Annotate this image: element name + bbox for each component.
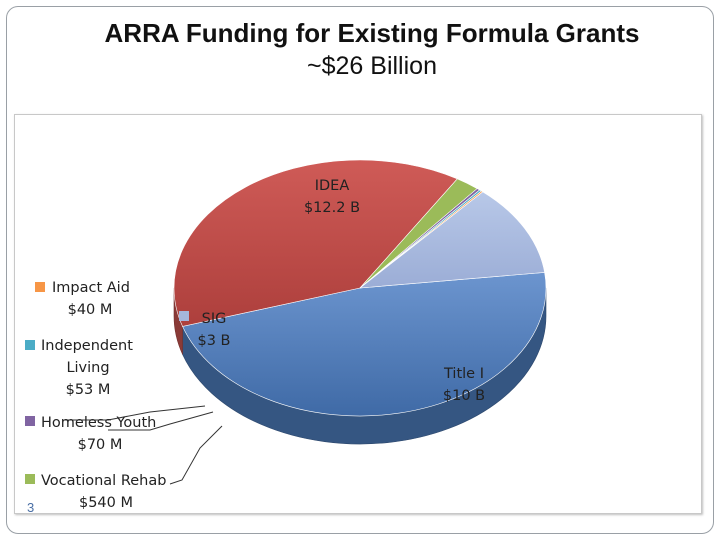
page-number: 3 (27, 500, 35, 515)
slice-sig (359, 191, 545, 289)
label-homeless-youth-value: $70 M (78, 437, 123, 453)
label-independent-living-2: Living (66, 360, 109, 376)
legend-swatch-homeless-youth (25, 416, 35, 426)
label-homeless-youth-name: Homeless Youth (41, 415, 156, 431)
label-sig-value: $3 B (197, 333, 230, 349)
pie-tops (173, 159, 547, 417)
leader-independent-living (108, 411, 214, 431)
label-title1-value: $10 B (443, 388, 485, 404)
label-independent-living-1: Independent (41, 338, 133, 354)
slide-subtitle: ~$26 Billion (307, 52, 437, 80)
label-vocational-rehab-value: $540 M (79, 495, 133, 511)
label-idea-value: $12.2 B (304, 200, 360, 216)
label-idea-name: IDEA (315, 178, 350, 194)
slide-title: ARRA Funding for Existing Formula Grants (104, 18, 640, 48)
slice-title-i (173, 159, 458, 327)
leader-homeless-youth (64, 405, 206, 421)
legend-swatch-vocational-rehab (25, 474, 35, 484)
label-sig-name: SIG (202, 311, 227, 327)
legend-swatch-sig (179, 311, 189, 321)
legend-swatch-independent-living (25, 340, 35, 350)
label-vocational-rehab-name: Vocational Rehab (41, 473, 166, 489)
legend-swatch-impact-aid (35, 282, 45, 292)
label-impact-aid-name: Impact Aid (52, 280, 130, 296)
label-title1-name: Title I (443, 366, 484, 382)
leader-vocational-rehab (169, 425, 223, 485)
slice-idea (182, 272, 547, 417)
label-independent-living-value: $53 M (66, 382, 111, 398)
label-impact-aid-value: $40 M (68, 302, 113, 318)
leader-lines (64, 405, 223, 485)
slide-frame (6, 6, 714, 534)
